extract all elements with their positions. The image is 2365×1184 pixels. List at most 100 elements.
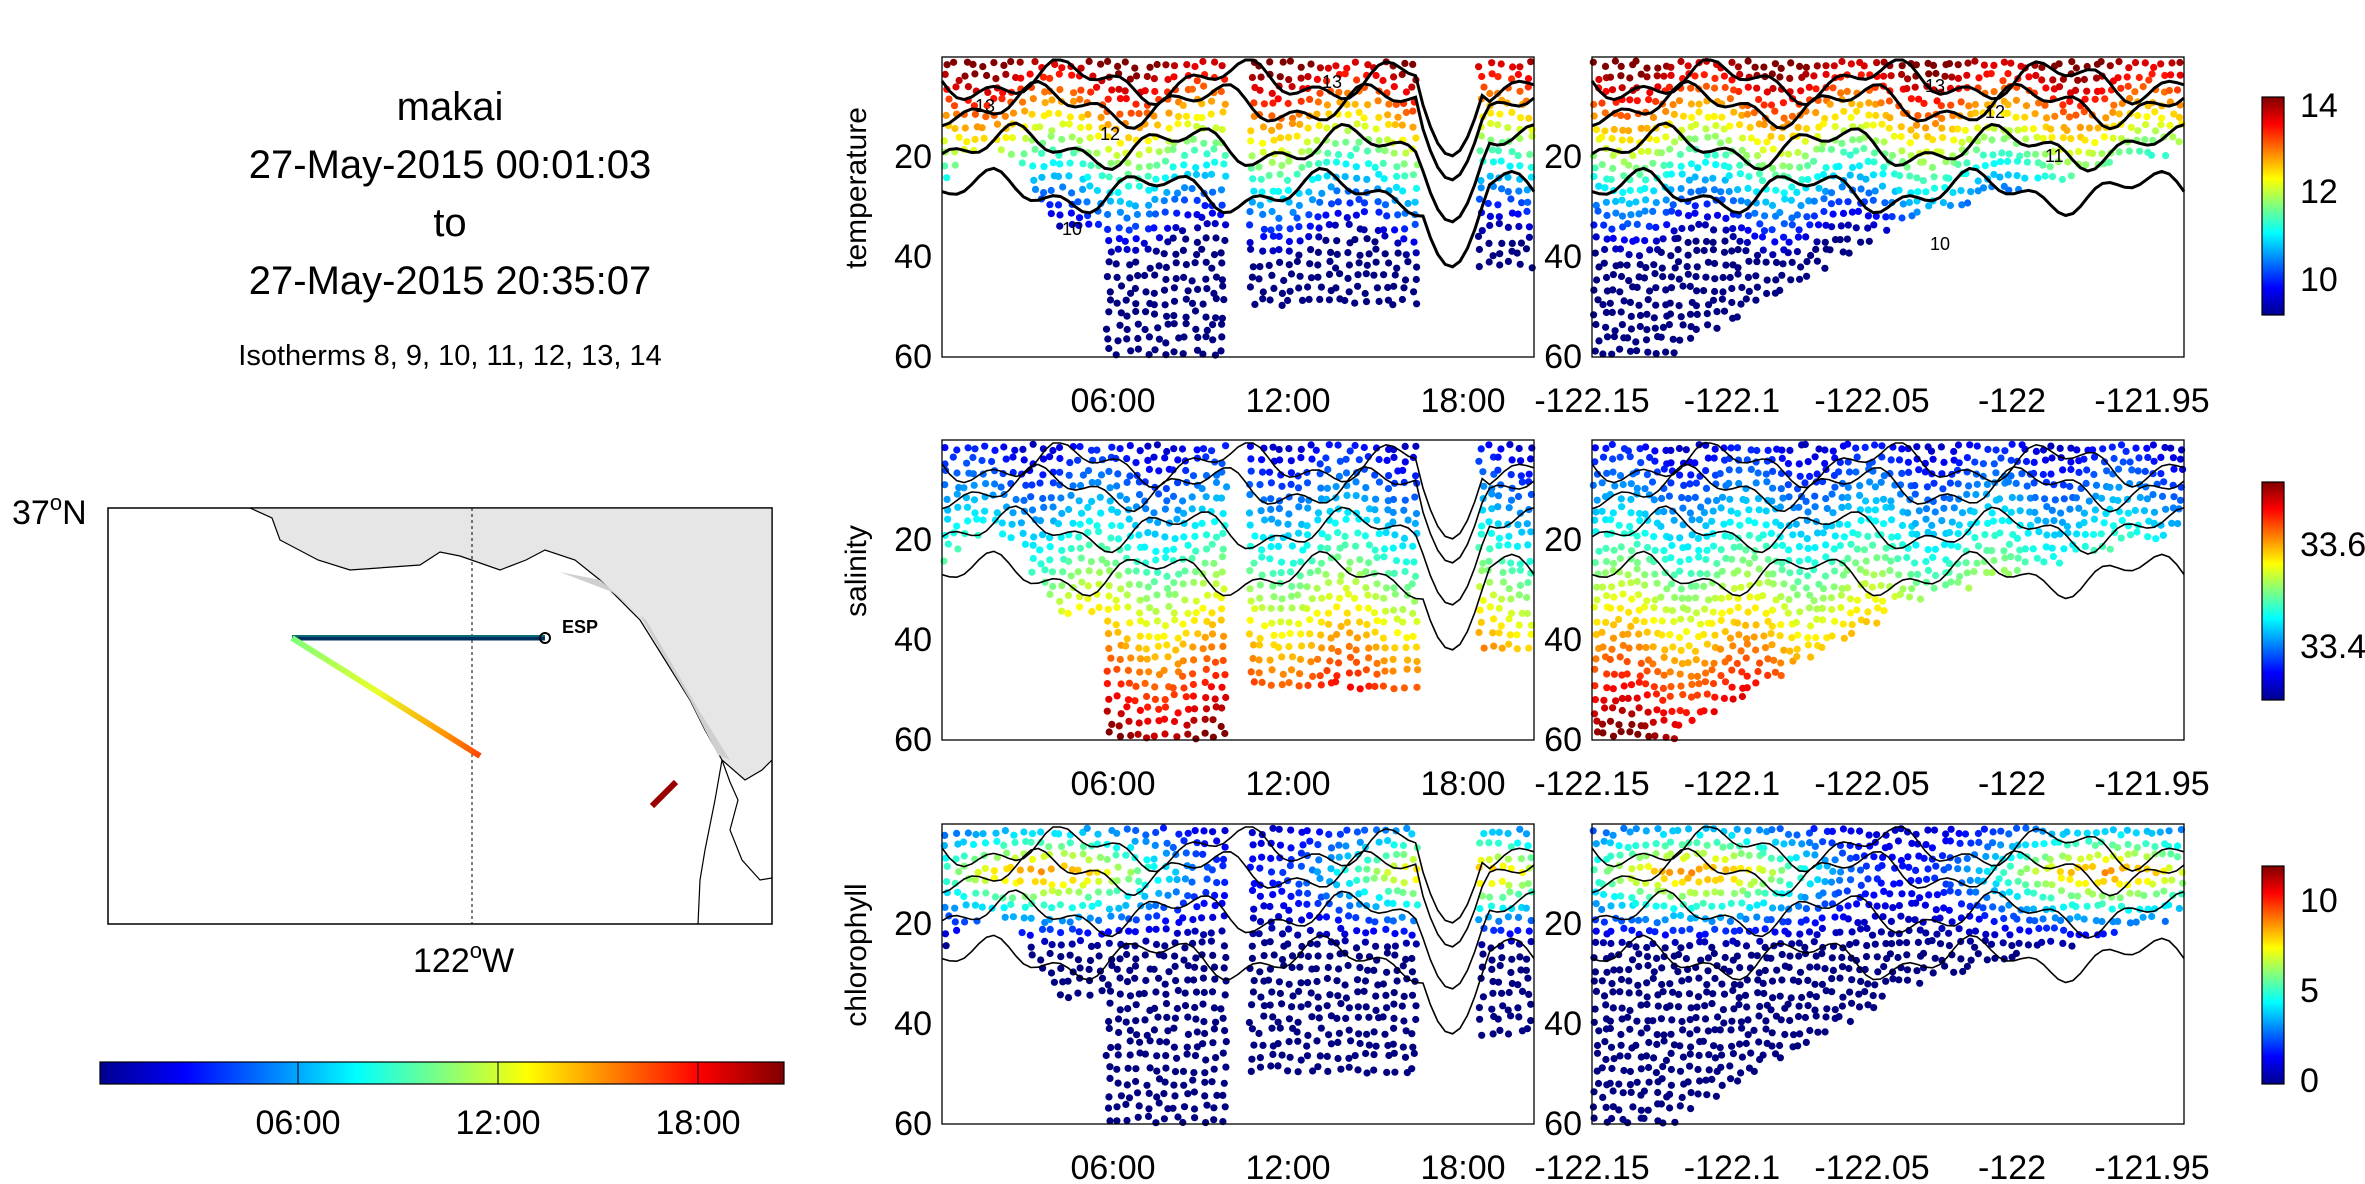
sample-point [1384, 296, 1392, 304]
sample-point [1219, 509, 1227, 518]
sample-point [1844, 502, 1852, 511]
sample-point [1525, 114, 1533, 122]
sample-point [1105, 145, 1113, 153]
sample-point [1059, 568, 1067, 576]
sample-point [1265, 171, 1273, 179]
sample-point [1264, 976, 1273, 984]
sample-point [1209, 1039, 1217, 1047]
sample-point [1314, 213, 1322, 221]
sample-point [1609, 455, 1617, 463]
sample-point [1899, 200, 1907, 208]
sample-point [1713, 308, 1721, 316]
sample-point [1667, 683, 1675, 691]
sample-point [1759, 246, 1767, 254]
sample-point [1116, 95, 1124, 103]
sample-point [1497, 445, 1505, 453]
sample-point [1759, 531, 1767, 539]
sample-point [1797, 202, 1805, 210]
sample-point [1293, 214, 1301, 222]
sample-point [1394, 113, 1402, 121]
sample-point [1404, 516, 1412, 524]
sample-point [1106, 484, 1114, 492]
sample-point [1037, 560, 1045, 568]
sample-point [942, 111, 950, 119]
sample-point [1266, 555, 1274, 563]
sample-point [1479, 596, 1487, 605]
sample-point [2170, 110, 2178, 118]
sample-point [1628, 595, 1636, 603]
sample-point [1668, 580, 1676, 588]
sample-point [1879, 570, 1887, 578]
sample-point [1860, 145, 1868, 153]
sample-point [1360, 443, 1368, 452]
sample-point [1266, 58, 1274, 66]
sample-point [1389, 899, 1397, 908]
sample-point [1727, 444, 1735, 452]
sample-point [2075, 504, 2083, 512]
sample-point [1389, 508, 1397, 517]
sample-point [1132, 258, 1140, 266]
sample-point [2030, 458, 2038, 466]
sample-point [1609, 164, 1617, 172]
sample-point [1343, 64, 1351, 72]
sample-point [1882, 213, 1890, 221]
sample-point [1718, 493, 1727, 501]
sample-point [1182, 693, 1190, 701]
sample-point [1162, 485, 1170, 493]
sample-point [1248, 273, 1256, 281]
sample-point [1351, 58, 1359, 66]
sample-point [2125, 64, 2133, 72]
sample-point [1133, 210, 1141, 219]
sample-point [1873, 59, 1881, 67]
sample-point [1704, 113, 1712, 121]
sample-point [1612, 197, 1620, 205]
sample-point [1141, 679, 1149, 688]
sample-point [1303, 138, 1311, 146]
sample-point [1162, 553, 1170, 562]
sample-point [1628, 710, 1636, 718]
sample-point [1626, 74, 1634, 82]
sample-point [1199, 1040, 1207, 1048]
sample-point [990, 95, 998, 103]
sample-point [1654, 668, 1662, 676]
sample-point [1518, 528, 1526, 536]
sample-point [1398, 70, 1406, 79]
sample-point [1269, 99, 1277, 107]
sample-point [1524, 198, 1532, 206]
sample-point [1324, 544, 1332, 552]
sample-point [1286, 568, 1295, 576]
sample-point [998, 95, 1006, 103]
sample-point [1958, 201, 1966, 209]
sample-point [971, 110, 980, 118]
sample-point [1192, 597, 1200, 605]
isotherms-note: Isotherms 8, 9, 10, 11, 12, 13, 14 [238, 340, 662, 372]
sample-point [1246, 491, 1254, 499]
sample-point [1192, 609, 1200, 617]
sample-point [1131, 928, 1139, 936]
sample-point [1802, 497, 1810, 505]
sample-point [1173, 515, 1181, 523]
sample-point [1179, 246, 1187, 254]
sample-point [1298, 163, 1306, 171]
track-segment-final [649, 779, 679, 809]
sample-point [1601, 109, 1609, 117]
sample-point [1135, 151, 1143, 159]
sample-point [1275, 214, 1283, 222]
sample-point [1103, 855, 1111, 864]
sample-point [1651, 570, 1659, 578]
sample-point [1298, 642, 1306, 650]
sample-point [1008, 520, 1016, 528]
sample-point [1194, 224, 1202, 232]
sample-point [1354, 669, 1362, 677]
sample-point [1617, 728, 1625, 736]
sample-point [1670, 617, 1678, 626]
sample-point [1106, 1117, 1114, 1125]
sample-point [1516, 162, 1524, 170]
sample-point [1355, 952, 1363, 961]
sample-point [1862, 618, 1871, 626]
sample-point [1702, 522, 1710, 530]
sample-point [1269, 247, 1277, 255]
sample-point [1256, 86, 1264, 94]
sample-point [1504, 257, 1512, 265]
sample-point [1894, 555, 1902, 563]
